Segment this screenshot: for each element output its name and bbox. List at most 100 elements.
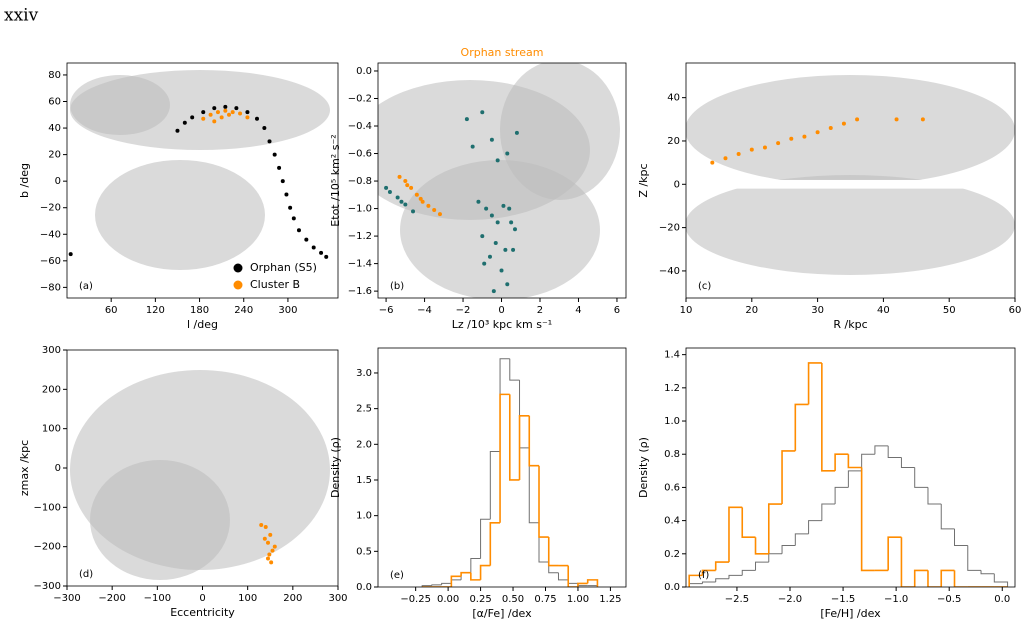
x-tick-label: 0.50 bbox=[502, 594, 524, 605]
point bbox=[495, 158, 500, 163]
point bbox=[245, 110, 250, 115]
point bbox=[501, 203, 506, 208]
histogram-step bbox=[489, 521, 501, 566]
x-tick-label: 0.0 bbox=[994, 594, 1010, 605]
x-tick-label: 200 bbox=[283, 593, 302, 604]
y-axis-label: Density (ρ) bbox=[329, 437, 342, 498]
x-tick-label: 1.00 bbox=[567, 594, 589, 605]
point bbox=[324, 254, 329, 259]
histogram-step bbox=[781, 545, 796, 554]
y-axis-label: zmax /kpc bbox=[18, 440, 31, 496]
point bbox=[219, 115, 224, 120]
histogram-step bbox=[701, 569, 716, 576]
y-tick-label: 0.0 bbox=[664, 582, 680, 593]
point bbox=[262, 536, 267, 541]
point bbox=[265, 540, 270, 545]
histogram-step bbox=[900, 537, 915, 587]
point bbox=[470, 144, 475, 149]
axes-frame bbox=[66, 62, 339, 299]
histogram-step bbox=[914, 467, 928, 488]
y-axis-label: b /deg bbox=[18, 163, 31, 198]
point bbox=[68, 252, 73, 257]
x-tick-label: 20 bbox=[745, 305, 758, 316]
point bbox=[437, 212, 442, 217]
density-background bbox=[686, 75, 1015, 185]
y-tick-label: 0 bbox=[55, 176, 61, 187]
histogram-step bbox=[480, 518, 491, 559]
x-tick-label: −2 bbox=[456, 305, 471, 316]
point bbox=[710, 160, 715, 165]
histogram-step bbox=[940, 569, 955, 587]
point bbox=[405, 183, 410, 188]
point bbox=[920, 117, 925, 122]
point bbox=[762, 145, 767, 150]
histogram-step bbox=[807, 362, 822, 405]
x-tick-label: 0 bbox=[199, 593, 205, 604]
y-tick-label: −1.0 bbox=[348, 204, 372, 215]
legend-marker bbox=[233, 280, 243, 290]
histogram-step bbox=[794, 403, 809, 451]
x-tick-label: 300 bbox=[328, 593, 347, 604]
x-tick-label: −4 bbox=[417, 305, 432, 316]
y-tick-label: −0.6 bbox=[348, 149, 372, 160]
y-tick-label: −1.6 bbox=[348, 286, 372, 297]
y-axis-label: Density (ρ) bbox=[637, 437, 650, 498]
x-tick-label: 40 bbox=[877, 305, 890, 316]
histogram-step bbox=[688, 574, 703, 587]
point bbox=[227, 112, 232, 117]
histogram-step bbox=[847, 470, 862, 488]
histogram-step bbox=[860, 467, 875, 572]
histogram-step bbox=[913, 569, 928, 587]
point bbox=[493, 240, 498, 245]
density-background bbox=[95, 160, 265, 270]
histogram-step bbox=[821, 503, 836, 521]
y-tick-label: 1.5 bbox=[356, 475, 372, 486]
y-tick-label: −40 bbox=[40, 229, 61, 240]
plot-area bbox=[421, 358, 599, 587]
x-tick-label: −6 bbox=[379, 305, 394, 316]
point bbox=[512, 227, 517, 232]
y-tick-label: 0.0 bbox=[356, 66, 372, 77]
y-tick-label: −1.4 bbox=[348, 259, 372, 270]
point bbox=[480, 110, 485, 115]
histogram-step bbox=[586, 579, 599, 587]
histogram-step bbox=[518, 414, 530, 480]
point bbox=[387, 190, 392, 195]
y-tick-label: −100 bbox=[34, 502, 61, 513]
point bbox=[505, 151, 510, 156]
histogram-step bbox=[781, 450, 796, 505]
x-axis-label: [Fe/H] /dex bbox=[820, 607, 881, 620]
histogram-step bbox=[508, 394, 520, 481]
point bbox=[223, 104, 228, 109]
point bbox=[296, 228, 301, 233]
histogram-step bbox=[927, 570, 942, 587]
x-tick-label: −2.5 bbox=[725, 594, 749, 605]
plot-area bbox=[686, 75, 1015, 275]
x-axis-label: [α/Fe] /dex bbox=[472, 607, 532, 620]
histogram-step bbox=[479, 564, 491, 580]
point bbox=[480, 234, 485, 239]
point bbox=[489, 137, 494, 142]
histogram-step bbox=[470, 557, 481, 573]
point bbox=[499, 268, 504, 273]
y-tick-label: −0.2 bbox=[348, 93, 372, 104]
point bbox=[476, 199, 481, 204]
point bbox=[208, 112, 213, 117]
y-tick-label: −1.2 bbox=[348, 231, 372, 242]
point bbox=[223, 108, 228, 113]
x-tick-label: −1.0 bbox=[884, 594, 908, 605]
histogram-step bbox=[577, 582, 588, 587]
point bbox=[238, 111, 243, 116]
point bbox=[230, 110, 235, 115]
x-tick-label: 6 bbox=[614, 305, 620, 316]
density-background bbox=[70, 75, 170, 135]
density-background bbox=[90, 460, 230, 580]
point bbox=[190, 115, 195, 120]
x-tick-label: 2 bbox=[537, 305, 543, 316]
y-tick-label: −200 bbox=[34, 542, 61, 553]
point bbox=[262, 126, 267, 131]
histogram-step bbox=[538, 522, 549, 563]
axes-frame bbox=[377, 347, 627, 588]
y-tick-label: −0.8 bbox=[348, 176, 372, 187]
point bbox=[482, 261, 487, 266]
